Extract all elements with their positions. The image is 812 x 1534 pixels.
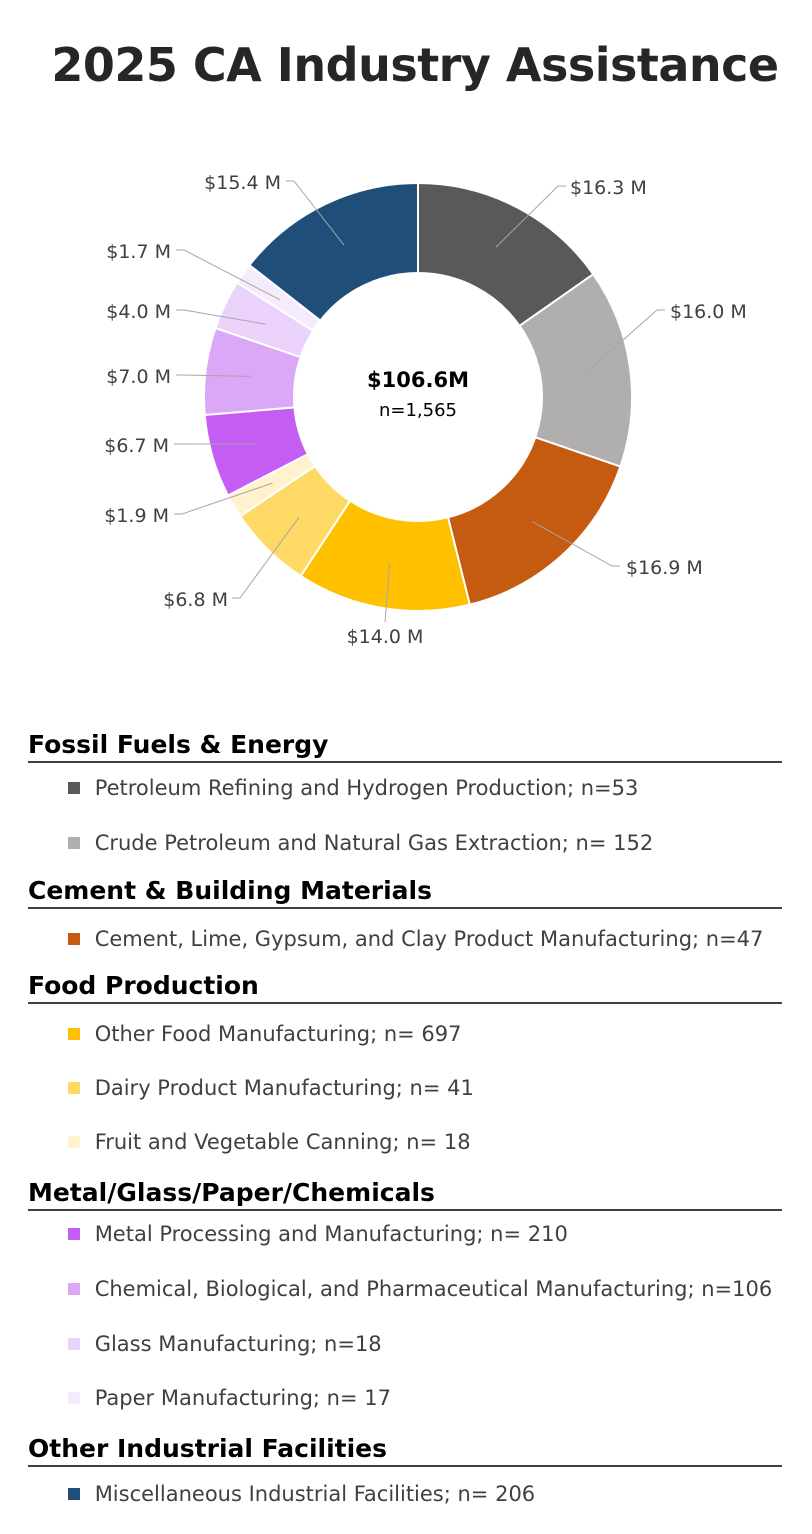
leader-line: [286, 180, 345, 246]
legend-swatch: [68, 1488, 80, 1500]
legend-item: Other Food Manufacturing; n= 697: [68, 1021, 462, 1047]
legend-group-title: Fossil Fuels & Energy: [28, 730, 329, 759]
legend-item-label: Paper Manufacturing; n= 17: [94, 1386, 391, 1410]
donut-slice: [446, 436, 622, 606]
center-count: n=1,565: [379, 400, 457, 421]
legend-group-metal-glass: Metal/Glass/Paper/Chemicals: [28, 1179, 782, 1211]
legend-group-cement: Cement & Building Materials: [28, 877, 782, 909]
legend-swatch: [68, 933, 80, 945]
legend-swatch: [68, 1028, 80, 1040]
center-total: $106.6M: [367, 368, 469, 392]
slice-label: $4.0 M: [106, 301, 171, 323]
leader-line: [232, 516, 300, 599]
legend-item: Petroleum Refining and Hydrogen Producti…: [68, 775, 638, 801]
slice-label: $1.7 M: [106, 241, 171, 263]
donut-slices: [203, 181, 633, 612]
slice-label: $1.9 M: [104, 505, 169, 527]
slice-label: $16.9 M: [626, 557, 703, 579]
legend-item-label: Petroleum Refining and Hydrogen Producti…: [94, 776, 639, 800]
leader-line: [176, 374, 251, 377]
slice-labels: $16.3 M $16.0 M $16.9 M $14.0 M $6.8 M $1.9 M…: [104, 172, 747, 648]
legend-swatch: [68, 1082, 80, 1094]
leader-line: [495, 185, 566, 248]
legend-item-label: Chemical, Biological, and Pharmaceutical…: [94, 1277, 773, 1301]
legend-item-label: Crude Petroleum and Natural Gas Extracti…: [94, 831, 654, 855]
legend-swatch: [68, 1283, 80, 1295]
legend-item-label: Miscellaneous Industrial Facilities; n= …: [94, 1482, 536, 1506]
legend-swatch: [68, 1338, 80, 1350]
legend-group-title: Other Industrial Facilities: [28, 1434, 388, 1463]
donut-chart: $16.3 M $16.0 M $16.9 M $14.0 M $6.8 M $1.9 M…: [104, 172, 747, 648]
legend-item: Crude Petroleum and Natural Gas Extracti…: [68, 830, 653, 856]
slice-label: $15.4 M: [204, 172, 281, 194]
legend-group-food: Food Production: [28, 972, 782, 1004]
legend-group-title: Metal/Glass/Paper/Chemicals: [28, 1178, 435, 1207]
legend-item: Chemical, Biological, and Pharmaceutical…: [68, 1276, 772, 1302]
slice-label: $6.7 M: [104, 435, 169, 457]
legend-swatch: [68, 1392, 80, 1404]
legend-item: Metal Processing and Manufacturing; n= 2…: [68, 1221, 568, 1247]
leader-line: [531, 521, 620, 567]
donut-slice: [248, 181, 419, 322]
legend-group-fossil-fuels: Fossil Fuels & Energy: [28, 731, 782, 763]
legend-item: Glass Manufacturing; n=18: [68, 1331, 382, 1357]
legend-swatch: [68, 782, 80, 794]
legend-item-label: Cement, Lime, Gypsum, and Clay Product M…: [94, 927, 764, 951]
legend-item: Miscellaneous Industrial Facilities; n= …: [68, 1481, 535, 1507]
slice-label: $14.0 M: [347, 626, 424, 648]
leader-line: [176, 249, 281, 301]
legend-item-label: Glass Manufacturing; n=18: [94, 1332, 382, 1356]
leader-line: [174, 482, 273, 515]
leader-lines: [174, 180, 665, 623]
slice-label: $6.8 M: [163, 589, 228, 611]
legend-swatch: [68, 1228, 80, 1240]
legend-item: Paper Manufacturing; n= 17: [68, 1385, 391, 1411]
leader-line: [176, 309, 266, 325]
legend-group-other: Other Industrial Facilities: [28, 1435, 782, 1467]
legend-item-label: Other Food Manufacturing; n= 697: [94, 1022, 462, 1046]
legend-swatch: [68, 837, 80, 849]
legend-item-label: Dairy Product Manufacturing; n= 41: [94, 1076, 474, 1100]
slice-label: $7.0 M: [106, 366, 171, 388]
slice-label: $16.0 M: [670, 301, 747, 323]
leader-line: [384, 563, 391, 623]
legend-item: Dairy Product Manufacturing; n= 41: [68, 1075, 474, 1101]
leader-line: [585, 309, 665, 374]
legend-group-title: Cement & Building Materials: [28, 876, 432, 905]
page-title: 2025 CA Industry Assistance: [51, 38, 779, 92]
slice-label: $16.3 M: [570, 177, 647, 199]
legend-item-label: Metal Processing and Manufacturing; n= 2…: [94, 1222, 568, 1246]
legend-item: Cement, Lime, Gypsum, and Clay Product M…: [68, 926, 763, 952]
legend-item: Fruit and Vegetable Canning; n= 18: [68, 1129, 471, 1155]
legend-swatch: [68, 1136, 80, 1148]
legend-item-label: Fruit and Vegetable Canning; n= 18: [94, 1130, 471, 1154]
legend-group-title: Food Production: [28, 971, 259, 1000]
